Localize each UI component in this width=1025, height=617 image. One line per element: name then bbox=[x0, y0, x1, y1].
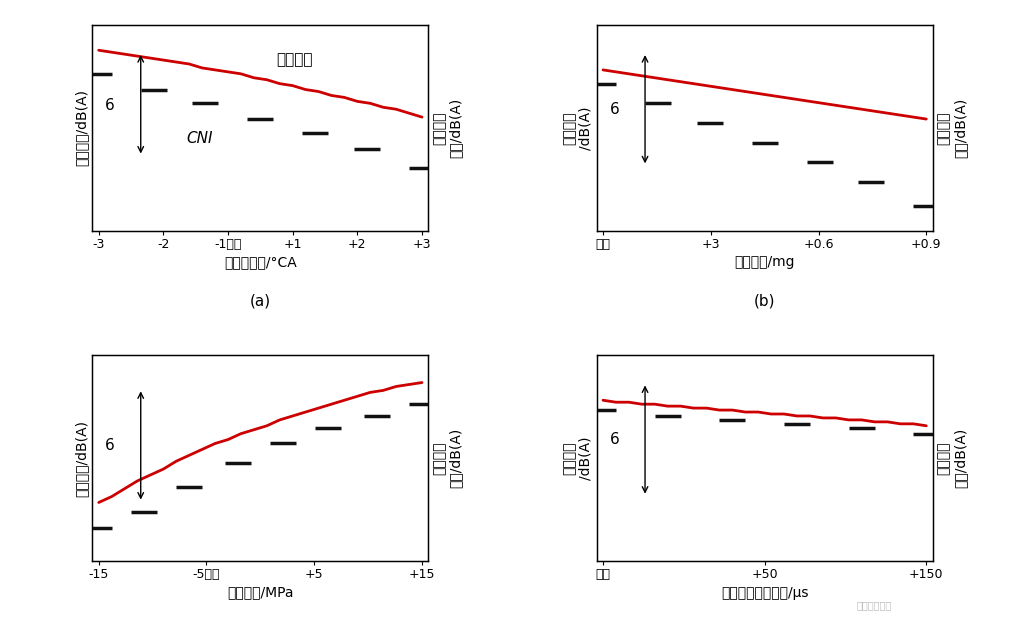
Y-axis label: 燃烧噪声
指数/dB(A): 燃烧噪声 指数/dB(A) bbox=[433, 428, 463, 489]
Y-axis label: 燃烧噪声
/dB(A): 燃烧噪声 /dB(A) bbox=[562, 436, 592, 480]
Text: 6: 6 bbox=[610, 102, 619, 117]
Y-axis label: 燃烧噪声
/dB(A): 燃烧噪声 /dB(A) bbox=[562, 106, 592, 150]
X-axis label: 预喷与主喷射间隔/μs: 预喷与主喷射间隔/μs bbox=[721, 586, 809, 600]
Text: 6: 6 bbox=[106, 98, 115, 113]
Text: 燃烧噪声: 燃烧噪声 bbox=[277, 52, 313, 68]
X-axis label: 主喷射正时/°CA: 主喷射正时/°CA bbox=[224, 255, 296, 269]
Text: 6: 6 bbox=[106, 438, 115, 453]
X-axis label: 预喷射量/mg: 预喷射量/mg bbox=[734, 255, 795, 269]
Text: 6: 6 bbox=[610, 432, 619, 447]
Y-axis label: 燃烧噪声/dB(A): 燃烧噪声/dB(A) bbox=[74, 89, 88, 167]
Y-axis label: 燃烧噪声
指数/dB(A): 燃烧噪声 指数/dB(A) bbox=[937, 97, 968, 158]
Text: 汽车与新动力: 汽车与新动力 bbox=[857, 600, 892, 610]
Text: (b): (b) bbox=[754, 293, 775, 308]
Text: (a): (a) bbox=[250, 293, 271, 308]
Text: CNI: CNI bbox=[186, 131, 212, 146]
Y-axis label: 燃烧噪声
指数/dB(A): 燃烧噪声 指数/dB(A) bbox=[433, 97, 463, 158]
Y-axis label: 燃烧噪声/dB(A): 燃烧噪声/dB(A) bbox=[74, 420, 88, 497]
Y-axis label: 燃烧噪声
指数/dB(A): 燃烧噪声 指数/dB(A) bbox=[937, 428, 968, 489]
X-axis label: 喷射压力/MPa: 喷射压力/MPa bbox=[228, 586, 293, 600]
